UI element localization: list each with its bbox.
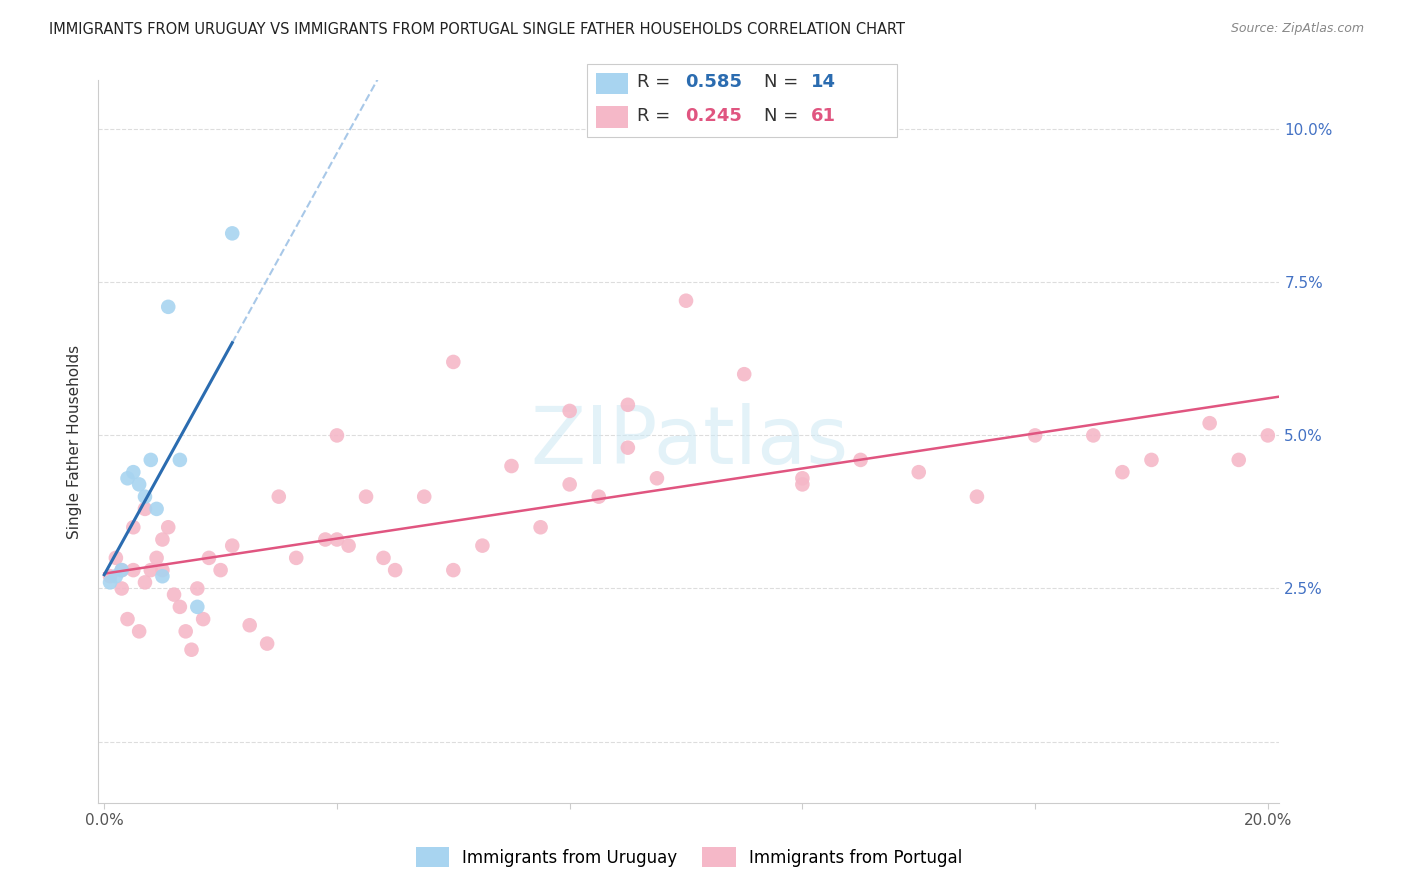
Point: [191, 612, 214, 626]
Text: N =: N =: [763, 73, 804, 91]
Point: [617, 441, 640, 455]
Point: [174, 624, 197, 639]
Point: [326, 428, 349, 442]
Point: [134, 490, 156, 504]
Point: [221, 539, 243, 553]
Point: [122, 563, 145, 577]
Point: [966, 490, 988, 504]
Point: [139, 563, 162, 577]
Point: [413, 490, 436, 504]
Text: R =: R =: [637, 73, 676, 91]
Point: [98, 569, 121, 583]
Point: [209, 563, 232, 577]
Point: [1198, 416, 1220, 430]
Text: 0.585: 0.585: [685, 73, 742, 91]
Point: [326, 533, 349, 547]
Point: [849, 453, 872, 467]
Point: [675, 293, 697, 308]
Point: [134, 502, 156, 516]
Text: Source: ZipAtlas.com: Source: ZipAtlas.com: [1230, 22, 1364, 36]
Point: [186, 599, 208, 614]
Point: [1111, 465, 1133, 479]
Point: [139, 453, 162, 467]
Text: N =: N =: [763, 106, 804, 125]
Point: [529, 520, 551, 534]
Bar: [596, 106, 627, 128]
Bar: [596, 73, 627, 95]
Point: [111, 563, 134, 577]
Point: [117, 471, 139, 485]
Point: [152, 563, 174, 577]
Point: [111, 582, 134, 596]
Point: [98, 575, 121, 590]
Point: [501, 458, 523, 473]
Point: [792, 471, 814, 485]
Point: [134, 575, 156, 590]
Point: [157, 300, 180, 314]
Point: [117, 612, 139, 626]
Legend: Immigrants from Uruguay, Immigrants from Portugal: Immigrants from Uruguay, Immigrants from…: [409, 840, 969, 874]
Text: R =: R =: [637, 106, 676, 125]
Point: [122, 465, 145, 479]
Point: [285, 550, 308, 565]
Point: [186, 582, 208, 596]
Point: [441, 563, 464, 577]
Text: 61: 61: [811, 106, 837, 125]
Point: [163, 588, 186, 602]
Point: [792, 477, 814, 491]
Point: [314, 533, 336, 547]
Point: [558, 477, 581, 491]
Point: [558, 404, 581, 418]
Point: [617, 398, 640, 412]
Point: [733, 367, 755, 381]
Text: ZIPatlas: ZIPatlas: [530, 402, 848, 481]
Point: [128, 477, 150, 491]
Y-axis label: Single Father Households: Single Father Households: [67, 344, 83, 539]
Point: [1140, 453, 1163, 467]
Point: [169, 599, 191, 614]
Point: [239, 618, 262, 632]
Point: [111, 563, 134, 577]
Point: [145, 502, 167, 516]
Text: 0.245: 0.245: [685, 106, 741, 125]
Point: [145, 550, 167, 565]
Point: [104, 550, 127, 565]
Point: [337, 539, 360, 553]
Point: [267, 490, 290, 504]
Point: [180, 642, 202, 657]
Point: [169, 453, 191, 467]
Text: IMMIGRANTS FROM URUGUAY VS IMMIGRANTS FROM PORTUGAL SINGLE FATHER HOUSEHOLDS COR: IMMIGRANTS FROM URUGUAY VS IMMIGRANTS FR…: [49, 22, 905, 37]
Point: [122, 520, 145, 534]
Point: [1024, 428, 1046, 442]
Text: 14: 14: [811, 73, 837, 91]
Point: [152, 569, 174, 583]
Point: [198, 550, 221, 565]
Point: [104, 569, 127, 583]
Point: [1083, 428, 1105, 442]
Point: [256, 637, 278, 651]
Point: [1257, 428, 1279, 442]
Point: [1227, 453, 1250, 467]
Point: [373, 550, 395, 565]
Point: [221, 227, 243, 241]
Point: [384, 563, 406, 577]
Point: [128, 624, 150, 639]
FancyBboxPatch shape: [586, 64, 897, 136]
Point: [907, 465, 929, 479]
Point: [588, 490, 610, 504]
Point: [152, 533, 174, 547]
Point: [354, 490, 377, 504]
Point: [157, 520, 180, 534]
Point: [645, 471, 668, 485]
Point: [441, 355, 464, 369]
Point: [471, 539, 494, 553]
